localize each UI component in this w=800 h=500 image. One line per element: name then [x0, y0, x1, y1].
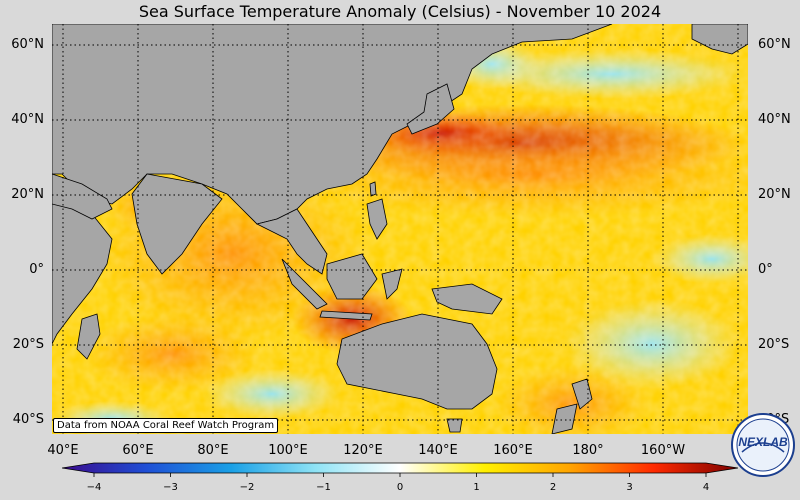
map-title: Sea Surface Temperature Anomaly (Celsius…: [138, 2, 662, 21]
land-new-zealand-north: [571, 378, 593, 410]
colorbar-tick-label: 0: [396, 482, 404, 493]
lat-label-left-20n: 20°N: [11, 187, 44, 202]
lon-label-180: 180°: [572, 443, 604, 458]
colorbar-tick-label: 1: [473, 482, 480, 493]
land-alaska: [691, 24, 748, 55]
land-eurasia: [52, 24, 613, 225]
graticule: [52, 24, 748, 434]
lon-label-160e: 160°E: [493, 443, 533, 458]
lat-label-right-60n: 60°N: [758, 37, 791, 52]
land-japan: [406, 83, 455, 135]
lon-label-60e: 60°E: [122, 443, 154, 458]
lat-label-left-40s: 40°S: [12, 412, 44, 427]
land-new-zealand-south: [551, 403, 578, 434]
colorbar-tick-label: 2: [549, 482, 557, 493]
lon-label-40e: 40°E: [47, 443, 79, 458]
colorbar-tick-marks: [93, 473, 707, 477]
lat-label-left-equator: 0°: [29, 262, 44, 277]
colorbar-bar: [62, 462, 738, 474]
colorbar-tick-label: −3: [163, 482, 178, 493]
land-madagascar: [76, 313, 101, 360]
lat-label-right-20n: 20°N: [758, 187, 791, 202]
data-credit: Data from NOAA Coral Reef Watch Program: [53, 418, 279, 433]
land-sulawesi: [381, 268, 403, 300]
lat-label-right-40n: 40°N: [758, 112, 791, 127]
land-philippines: [366, 198, 388, 240]
lon-label-100e: 100°E: [268, 443, 308, 458]
land-borneo: [326, 253, 378, 300]
land-australia: [336, 313, 498, 410]
lat-label-left-40n: 40°N: [11, 112, 44, 127]
logo-text: NEXLAB: [738, 435, 788, 449]
land-new-guinea: [431, 283, 503, 315]
land-java: [319, 310, 373, 321]
lon-label-80e: 80°E: [197, 443, 229, 458]
colorbar-tick-label: 4: [702, 482, 710, 493]
lat-label-right-equator: 0°: [758, 262, 773, 277]
sst-anomaly-map: [52, 24, 748, 434]
lat-label-right-20s: 20°S: [758, 337, 790, 352]
land-sumatra: [281, 258, 328, 310]
land-india: [131, 173, 223, 275]
colorbar-tick-label: −4: [86, 482, 102, 493]
nexlab-logo-icon: NEXLAB: [731, 413, 795, 477]
colorbar: [62, 462, 738, 477]
land-masses: [52, 24, 748, 434]
land-indochina: [255, 208, 328, 275]
land-tasmania: [446, 418, 463, 433]
lat-label-left-60n: 60°N: [11, 37, 44, 52]
lon-label-120e: 120°E: [343, 443, 383, 458]
colorbar-tick-label: −1: [316, 482, 331, 493]
lat-label-left-20s: 20°S: [12, 337, 44, 352]
lon-label-140e: 140°E: [418, 443, 458, 458]
colorbar-tick-label: −2: [239, 482, 255, 493]
land-taiwan: [369, 181, 377, 197]
lon-label-160w: 160°W: [640, 443, 686, 458]
land-arabia: [52, 173, 113, 220]
colorbar-tick-label: 3: [626, 482, 633, 493]
